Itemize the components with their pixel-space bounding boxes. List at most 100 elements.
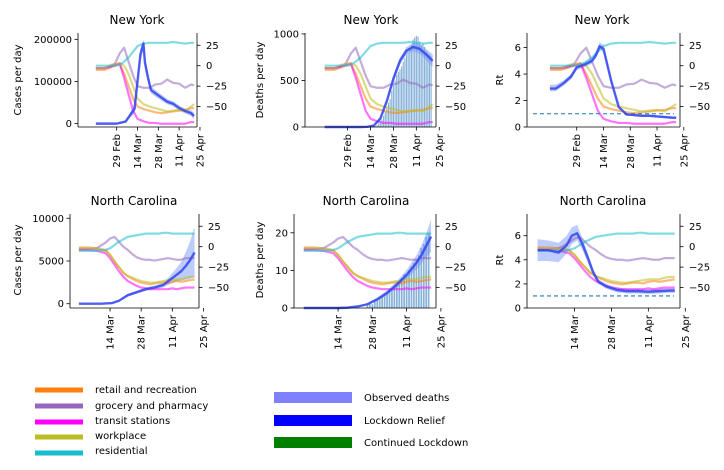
y2-tick-label: −25: [206, 82, 227, 93]
mobility-line-residential: [78, 231, 195, 252]
y2-tick-label: −50: [445, 283, 466, 294]
observed-bar: [374, 126, 376, 127]
panel-title: New York: [575, 13, 630, 27]
observed-bar: [386, 292, 388, 308]
observed-bar: [388, 289, 391, 308]
observed-bar: [386, 107, 388, 127]
mobility-line-workplace: [549, 62, 677, 113]
plot-area: 0 2 4 6 25 0 −25 −50 14 Mar 28 Mar 11 Apr 25 Apr: [515, 214, 710, 350]
mobility-line-grocery: [78, 235, 195, 262]
y-axis-label: Rt: [495, 74, 506, 85]
x-tick-label: 14 Mar: [599, 133, 610, 169]
x-tick-label: 29 Feb: [343, 134, 354, 168]
y2-tick-label: 25: [445, 41, 458, 52]
x-tick-label: 29 Feb: [112, 134, 123, 168]
observed-bar: [425, 50, 427, 127]
y-tick-label: 0: [282, 304, 288, 315]
x-tick-label: 11 Apr: [402, 314, 413, 348]
x-tick-label: 11 Apr: [412, 133, 423, 167]
observed-bar: [371, 304, 374, 308]
y2-tick-label: −50: [689, 102, 710, 113]
model-uncertainty-band: [549, 42, 677, 120]
y-tick-label: 2: [515, 279, 521, 290]
observed-bar: [395, 281, 398, 308]
y-tick-label: 0: [58, 299, 64, 310]
x-tick-label: 25 Apr: [199, 314, 210, 348]
y2-tick-label: −50: [206, 102, 227, 113]
y-tick-label: 1000: [274, 29, 299, 40]
mobility-legend: retail and recreation grocery and pharma…: [35, 385, 208, 457]
mobility-line-transit: [549, 62, 677, 125]
mobility-line-grocery: [303, 235, 432, 262]
y-tick-label: 200000: [34, 35, 72, 46]
y2-tick-label: 0: [206, 61, 212, 72]
observed-bar: [428, 54, 431, 127]
plot-area: 0 5000 10000 25 0 −25 −50 14 Mar 28 Mar 11 Apr 25 …: [32, 214, 229, 350]
mobility-line-transit: [95, 62, 195, 125]
x-tick-label: 25 Apr: [436, 314, 447, 348]
observed-bar: [403, 274, 406, 308]
x-tick-label: 28 Mar: [137, 314, 148, 350]
observed-bar: [387, 102, 390, 127]
plot-area: 0 2 4 6 25 0 −25 −50 29 Feb 14 Mar 28 Mar 11 Apr 25 …: [515, 33, 710, 169]
observed-bar: [366, 304, 369, 308]
observed-bar: [425, 236, 428, 308]
observed-bar: [400, 277, 403, 308]
observed-bar: [415, 35, 417, 127]
observed-bar: [383, 115, 385, 127]
x-tick-label: 14 Mar: [334, 314, 345, 350]
x-tick-label: 28 Mar: [626, 133, 637, 169]
panel-nc-deaths: North Carolina Deaths per day 0 10 20 25 0 −2…: [255, 194, 466, 350]
y-tick-label: 0: [515, 123, 521, 134]
observed-bar: [379, 121, 381, 127]
legend-label: workplace: [95, 431, 146, 442]
plot-area: 0 10 20 25 0 −25 −50 14 Mar 28 Mar 11 Apr 25 Apr: [275, 214, 466, 350]
panel-title: North Carolina: [560, 194, 647, 208]
model-uncertainty-band: [537, 224, 675, 295]
mobility-line-residential: [549, 40, 677, 67]
mobility-line-transit: [78, 248, 195, 291]
x-tick-label: 25 Apr: [681, 314, 692, 348]
mobility-line-workplace: [303, 247, 432, 284]
y2-tick-label: 0: [689, 61, 695, 72]
panel-title: North Carolina: [91, 194, 178, 208]
y2-tick-label: −25: [689, 82, 710, 93]
mobility-line-transit: [303, 248, 432, 291]
observed-bar: [405, 274, 408, 308]
y2-tick-label: −25: [445, 263, 466, 274]
x-tick-label: 14 Mar: [106, 314, 117, 350]
legend-label: grocery and pharmacy: [95, 401, 208, 412]
y2-tick-label: 0: [445, 242, 451, 253]
observed-bar: [394, 80, 396, 127]
y-tick-label: 100000: [34, 77, 72, 88]
y2-tick-label: 25: [208, 222, 221, 233]
x-tick-label: 14 Mar: [133, 133, 144, 169]
observed-bar: [378, 296, 381, 308]
x-tick-label: 11 Apr: [168, 314, 179, 348]
mobility-line-grocery: [537, 235, 675, 262]
x-tick-label: 14 Mar: [570, 314, 581, 350]
panel-ny-rt: New York Rt 0 2 4 6 25 0 −25 −50 29 Feb 14 Mar 28 …: [495, 13, 710, 169]
legend-item-grocery: grocery and pharmacy: [35, 401, 208, 412]
mobility-line-residential: [324, 40, 433, 67]
observed-bar: [401, 66, 403, 127]
observed-bar: [430, 56, 432, 127]
observed-bar: [422, 43, 424, 127]
y-axis-label: Rt: [495, 254, 506, 265]
legend-item-continued-lockdown: Continued Lockdown: [274, 437, 468, 449]
observed-bar: [422, 244, 425, 308]
observed-bar: [407, 52, 409, 127]
panel-title: New York: [344, 13, 399, 27]
observed-bar: [396, 74, 398, 127]
mobility-line-workplace: [537, 247, 675, 284]
observed-bar: [399, 69, 401, 127]
x-tick-label: 11 Apr: [175, 133, 186, 167]
y2-tick-label: −25: [208, 263, 229, 274]
y2-tick-label: 0: [208, 242, 214, 253]
observed-bar: [369, 304, 371, 308]
legend-item-lockdown-relief: Lockdown Relief: [274, 415, 445, 427]
observed-bar: [376, 300, 379, 308]
model-mean-line: [95, 42, 195, 125]
legend-item-observed-deaths: Observed deaths: [274, 392, 449, 404]
y-axis-label: Cases per day: [13, 224, 24, 295]
